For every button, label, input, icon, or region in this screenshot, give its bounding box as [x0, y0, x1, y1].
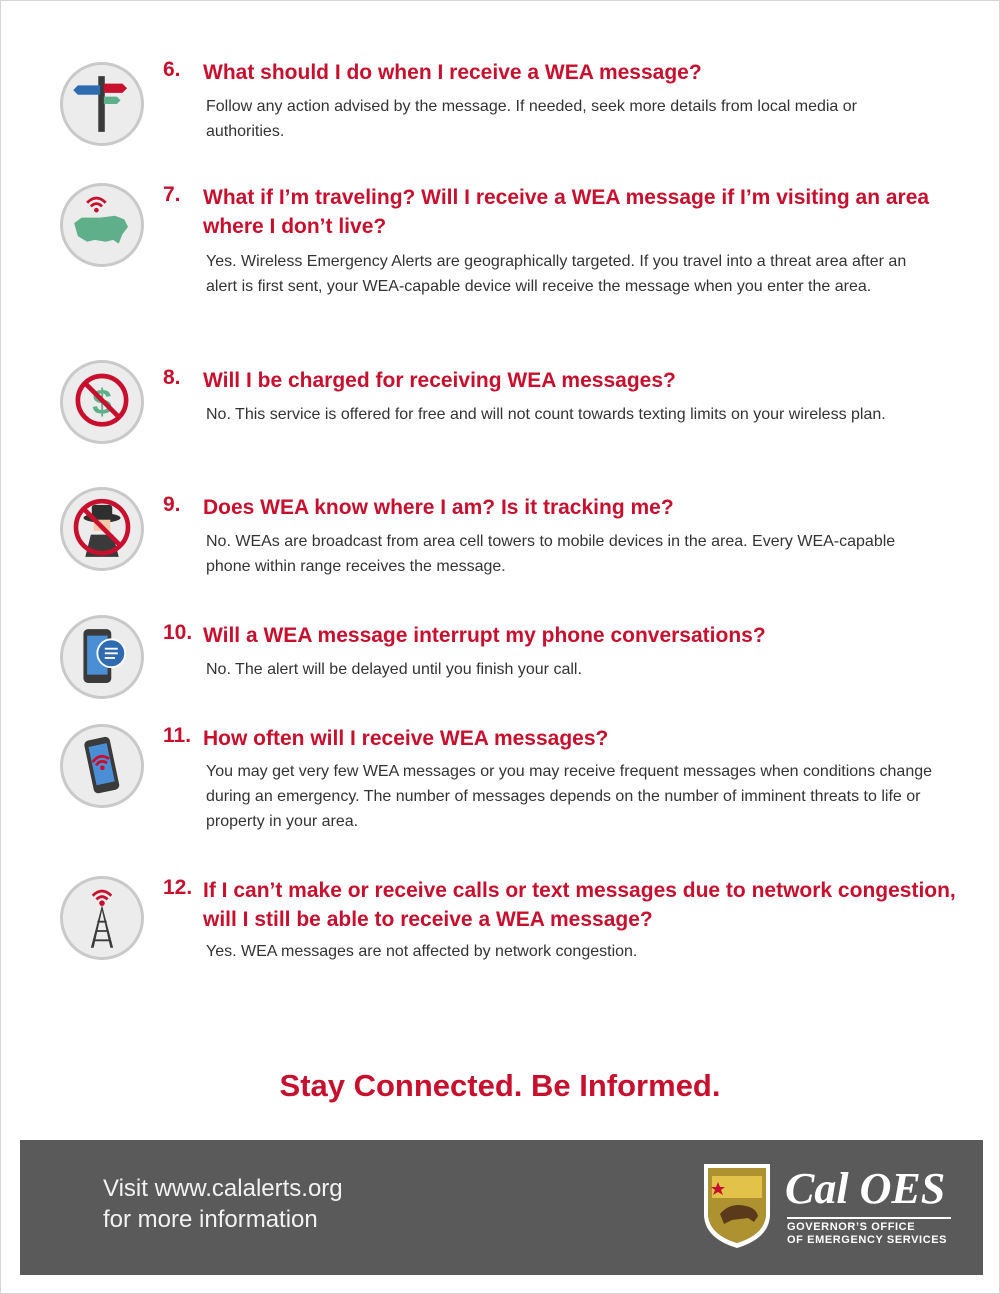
footer-visit-text: Visit www.calalerts.org for more informa… — [103, 1173, 343, 1235]
question-number: 11. — [163, 724, 192, 747]
question-text: Does WEA know where I am? Is it tracking… — [203, 496, 674, 519]
question-text: If I can’t make or receive calls or text… — [203, 879, 956, 931]
footer-line-2: for more information — [103, 1206, 318, 1233]
answer-text: Yes. WEA messages are not affected by ne… — [206, 943, 638, 960]
phone-alert-icon — [60, 724, 144, 808]
cell-tower-icon — [60, 876, 144, 960]
question-text: What if I’m traveling? Will I receive a … — [203, 186, 930, 238]
question-number: 7. — [163, 183, 181, 206]
question-text: How often will I receive WEA messages? — [203, 727, 609, 750]
phone-message-icon — [60, 615, 144, 699]
question-number: 6. — [163, 58, 181, 81]
footer-line-1: Visit www.calalerts.org — [103, 1175, 343, 1202]
answer-text: No. This service is offered for free and… — [206, 406, 886, 423]
question-text: Will I be charged for receiving WEA mess… — [203, 369, 676, 392]
footer: Visit www.calalerts.org for more informa… — [20, 1140, 983, 1275]
logo-divider — [787, 1217, 951, 1219]
answer-text: Follow any action advised by the message… — [206, 98, 857, 140]
no-dollar-icon: $ — [60, 360, 144, 444]
logo-subtitle: GOVERNOR’S OFFICE OF EMERGENCY SERVICES — [787, 1221, 947, 1247]
logo-name: Cal OES — [785, 1164, 946, 1213]
question-number: 8. — [163, 366, 181, 389]
cal-oes-shield-logo — [704, 1164, 770, 1248]
answer-text: No. The alert will be delayed until you … — [206, 661, 582, 678]
question-text: What should I do when I receive a WEA me… — [203, 61, 702, 84]
logo-subtitle-line-2: OF EMERGENCY SERVICES — [787, 1234, 948, 1246]
signpost-icon — [60, 62, 144, 146]
question-number: 12. — [163, 876, 193, 899]
question-text: Will a WEA message interrupt my phone co… — [203, 624, 766, 647]
question-number: 10. — [163, 621, 193, 644]
answer-text: You may get very few WEA messages or you… — [206, 763, 933, 830]
tagline: Stay Connected. Be Informed. — [279, 1068, 721, 1103]
answer-text: Yes. Wireless Emergency Alerts are geogr… — [206, 253, 907, 295]
us-map-signal-icon — [60, 183, 144, 267]
no-spy-icon — [60, 487, 144, 571]
answer-text: No. WEAs are broadcast from area cell to… — [206, 533, 896, 575]
question-number: 9. — [163, 493, 181, 516]
logo-subtitle-line-1: GOVERNOR’S OFFICE — [787, 1221, 916, 1233]
